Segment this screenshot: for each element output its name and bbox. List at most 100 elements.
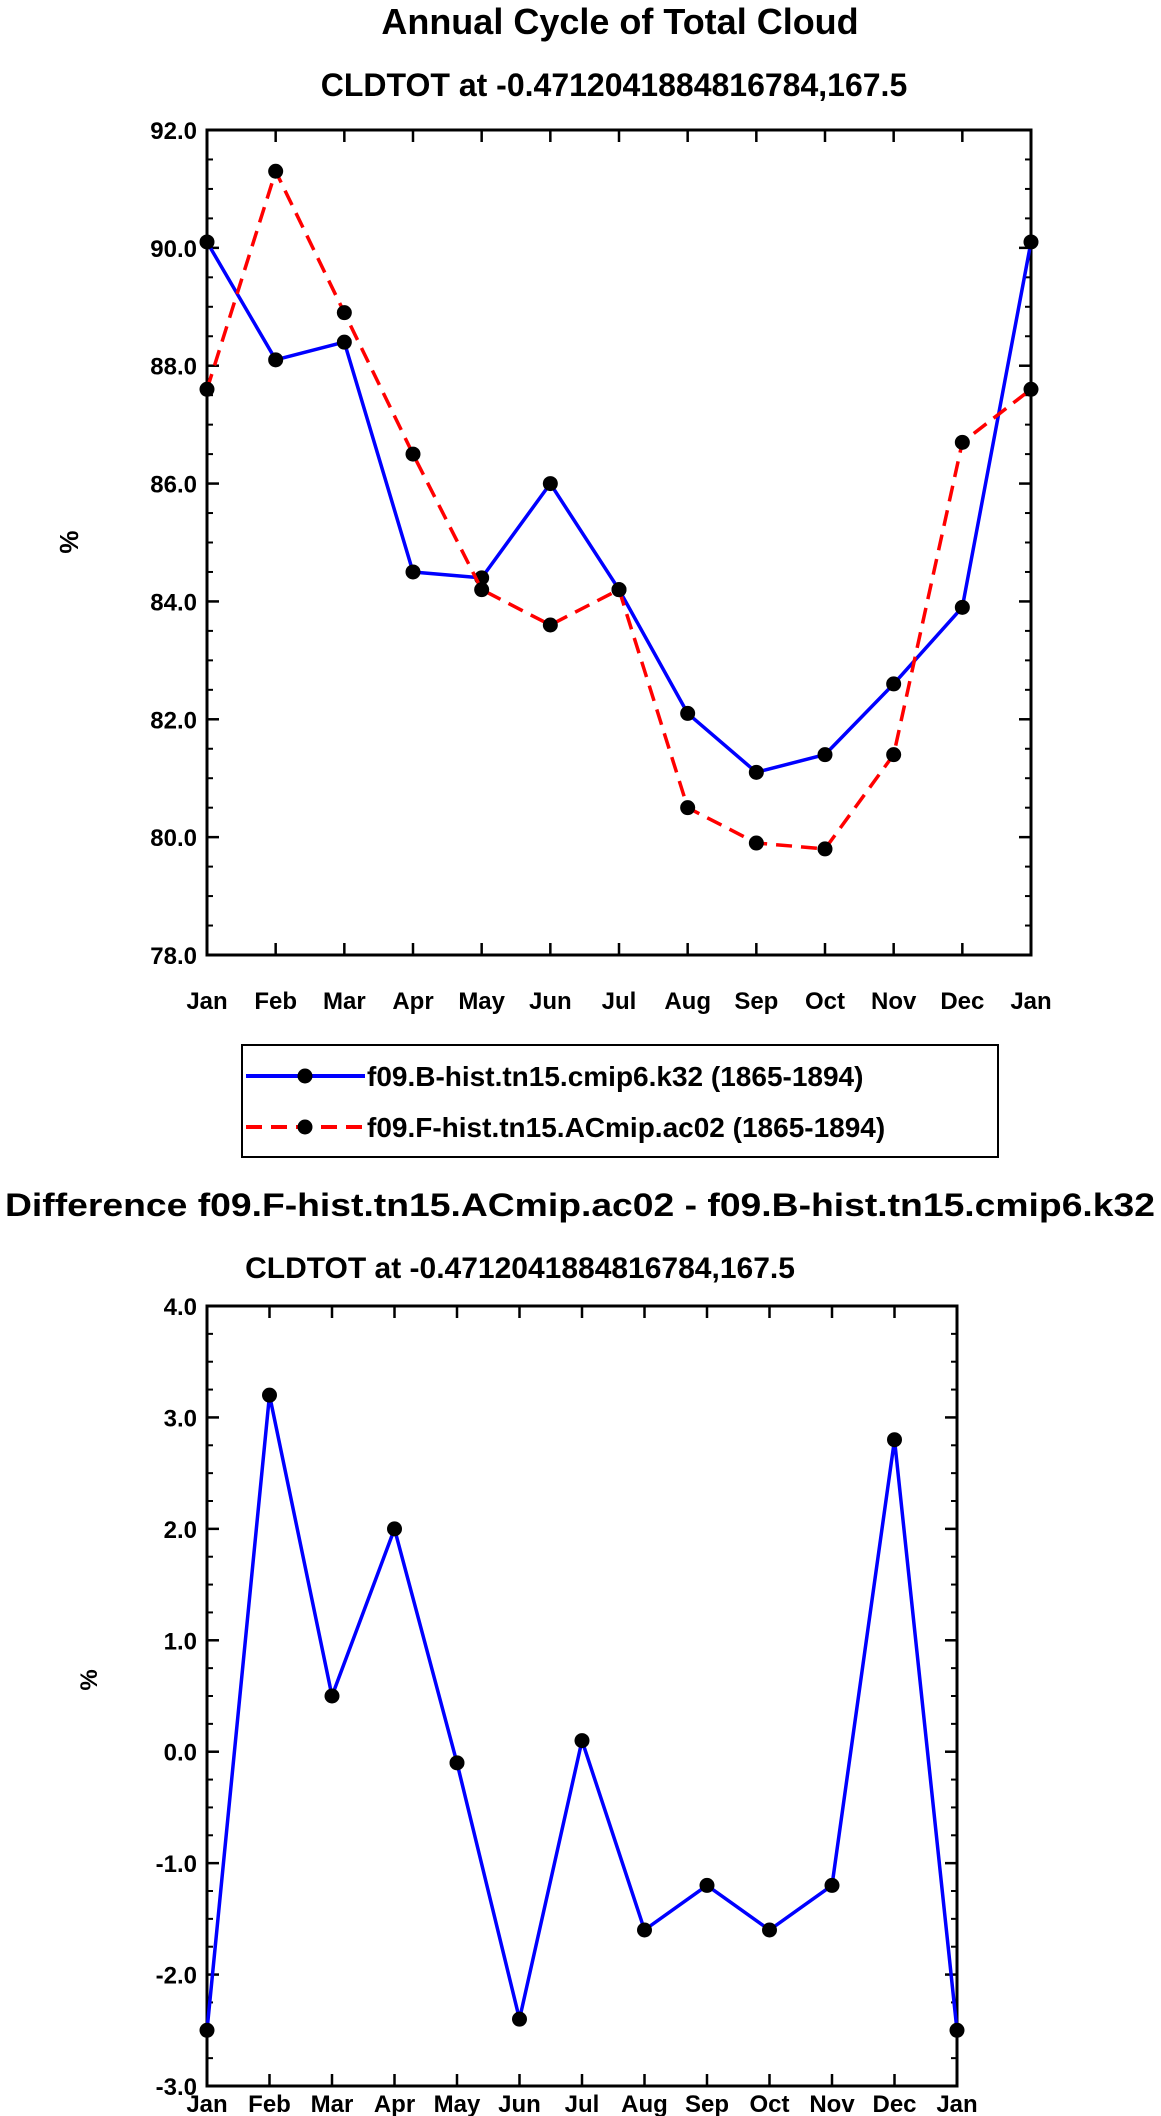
data-point	[680, 705, 696, 721]
data-point	[268, 163, 284, 179]
data-point	[762, 1922, 777, 1938]
data-point	[748, 764, 764, 780]
data-point	[262, 1387, 277, 1403]
data-point	[1023, 381, 1039, 397]
data-point	[1023, 234, 1039, 250]
chart1-plot-frame	[205, 128, 1033, 957]
data-point	[387, 1521, 402, 1537]
y-tick-label: 92.0	[150, 118, 197, 145]
series-line-1	[205, 1393, 959, 2031]
y-tick-label: 84.0	[150, 589, 197, 616]
data-point	[954, 434, 970, 450]
legend-label-series-2: f09.F-hist.tn15.ACmip.ac02 (1865-1894)	[367, 1112, 885, 1143]
chart2-plot-frame	[205, 1304, 959, 2088]
data-point	[611, 582, 627, 598]
chart1-x-axis: Jan Feb Mar Apr May Jun Jul Aug Sep Oct Nov Dec Jan	[186, 130, 1052, 1015]
chart2-title: Difference f09.F-hist.tn15.ACmip.ac02 - …	[5, 1187, 1155, 1223]
legend-entry-series-1: f09.B-hist.tn15.cmip6.k32 (1865-1894)	[246, 1061, 863, 1092]
y-tick-label: 4.0	[164, 1294, 197, 1321]
x-tick-label: Apr	[392, 988, 433, 1015]
legend-entry-series-2: f09.F-hist.tn15.ACmip.ac02 (1865-1894)	[246, 1112, 885, 1143]
y-tick-label: -2.0	[156, 1963, 197, 1990]
y-tick-label: 1.0	[164, 1628, 197, 1655]
chart1-y-axis-label: %	[54, 530, 84, 553]
data-point	[405, 564, 421, 580]
x-tick-label: Jun	[529, 988, 572, 1015]
data-point	[268, 352, 284, 368]
data-point	[336, 305, 352, 321]
data-point	[817, 747, 833, 763]
x-tick-label: Aug	[664, 988, 711, 1015]
chart1-series	[199, 163, 1039, 857]
x-tick-label: Oct	[805, 988, 845, 1015]
difference-chart: Difference f09.F-hist.tn15.ACmip.ac02 - …	[5, 1187, 1155, 2116]
x-tick-label: Aug	[621, 2091, 668, 2116]
data-point	[949, 2022, 965, 2038]
legend-frame	[241, 1044, 999, 1158]
x-tick-label: Jan	[936, 2091, 977, 2116]
y-tick-label: 78.0	[150, 943, 197, 970]
series-line-2	[205, 169, 1033, 851]
data-point	[324, 1688, 340, 1704]
y-tick-label: 88.0	[150, 354, 197, 381]
x-tick-label: Jul	[602, 988, 637, 1015]
data-point	[824, 1877, 840, 1893]
data-point	[512, 2011, 527, 2027]
data-point	[574, 1733, 590, 1749]
data-point	[199, 234, 215, 250]
x-tick-label: Jun	[498, 2091, 541, 2116]
x-tick-label: Mar	[311, 2091, 354, 2116]
data-point	[199, 381, 215, 397]
chart2-subtitle: CLDTOT at -0.4712041884816784,167.5	[245, 1252, 795, 1285]
x-tick-label: Jul	[565, 2091, 600, 2116]
data-point	[886, 747, 902, 763]
y-tick-label: 82.0	[150, 707, 197, 734]
x-tick-label: Apr	[374, 2091, 415, 2116]
legend-swatch-marker	[297, 1068, 313, 1084]
chart1-y-axis: 78.0 80.0 82.0 84.0 86.0 88.0 90.0 92.0	[150, 118, 1031, 970]
data-point	[405, 446, 421, 462]
y-tick-label: 86.0	[150, 472, 197, 499]
data-point	[336, 334, 352, 350]
data-point	[748, 835, 764, 851]
annual-cycle-chart: Annual Cycle of Total Cloud CLDTOT at -0…	[54, 1, 1052, 1158]
x-tick-label: Nov	[809, 2091, 855, 2116]
data-point	[680, 800, 696, 816]
y-tick-label: 2.0	[164, 1517, 197, 1544]
data-point	[699, 1877, 715, 1893]
x-tick-label: Jan	[186, 988, 227, 1015]
data-point	[199, 2022, 215, 2038]
chart1-legend: f09.B-hist.tn15.cmip6.k32 (1865-1894) f0…	[241, 1044, 999, 1158]
chart2-series	[199, 1387, 965, 2038]
x-tick-label: Jan	[186, 2091, 227, 2116]
chart2-x-axis: Jan Feb Mar Apr May Jun Jul Aug Sep Oct Nov Dec Jan	[186, 1306, 978, 2116]
y-tick-label: 3.0	[164, 1405, 197, 1432]
x-tick-label: Sep	[685, 2091, 729, 2116]
y-tick-label: -3.0	[156, 2074, 197, 2101]
x-tick-label: Feb	[254, 988, 297, 1015]
x-tick-label: Sep	[734, 988, 778, 1015]
x-tick-label: Oct	[749, 2091, 789, 2116]
x-tick-label: May	[434, 2091, 481, 2116]
chart2-y-axis-label: %	[76, 1669, 103, 1690]
chart1-title: Annual Cycle of Total Cloud	[381, 1, 858, 42]
x-tick-label: Nov	[871, 988, 917, 1015]
chart1-subtitle: CLDTOT at -0.4712041884816784,167.5	[321, 67, 907, 103]
data-point	[542, 476, 558, 492]
y-tick-label: 0.0	[164, 1740, 197, 1767]
x-tick-label: May	[458, 988, 505, 1015]
y-tick-label: 80.0	[150, 825, 197, 852]
x-tick-label: Feb	[248, 2091, 291, 2116]
x-tick-label: Mar	[323, 988, 366, 1015]
data-point	[449, 1755, 465, 1771]
data-point	[954, 599, 970, 615]
x-tick-label: Dec	[872, 2091, 916, 2116]
x-tick-label: Jan	[1010, 988, 1051, 1015]
y-tick-label: 90.0	[150, 236, 197, 263]
x-tick-label: Dec	[940, 988, 984, 1015]
data-point	[474, 582, 490, 598]
data-point	[637, 1922, 652, 1938]
data-point	[542, 617, 558, 633]
legend-label-series-1: f09.B-hist.tn15.cmip6.k32 (1865-1894)	[367, 1061, 863, 1092]
